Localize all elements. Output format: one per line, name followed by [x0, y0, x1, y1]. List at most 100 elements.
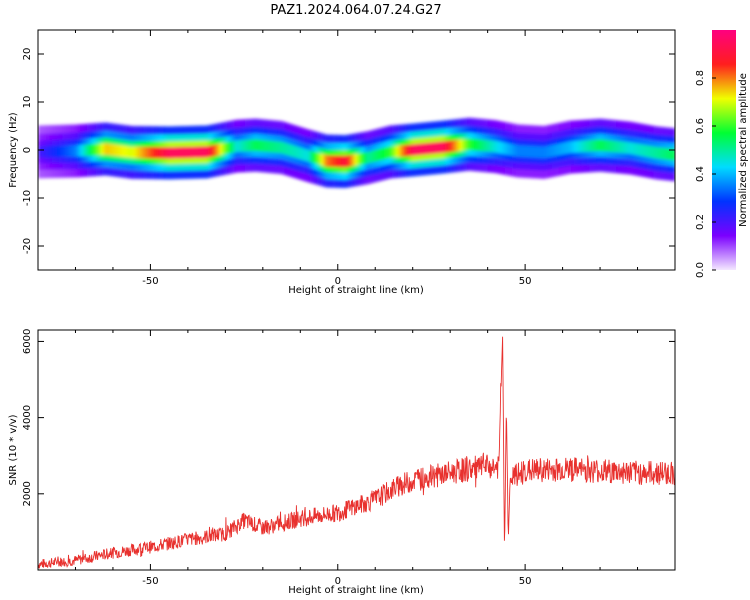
- spectrogram-cell: [422, 143, 425, 155]
- snr-x-axis-label: Height of straight line (km): [288, 585, 424, 596]
- spectrogram-cell: [465, 138, 468, 151]
- spectrogram-cell: [671, 148, 674, 161]
- spectrogram-cell: [549, 145, 552, 157]
- spectrogram-cell: [199, 146, 202, 158]
- spectrogram-cell: [566, 141, 569, 154]
- spectrogram-cell: [558, 143, 562, 155]
- spectrogram-cell: [174, 146, 178, 159]
- spectrogram-cell: [571, 141, 575, 153]
- spectrogram-cell: [124, 145, 127, 158]
- spectrogram-cell: [425, 142, 429, 155]
- spectrogram-cell: [144, 146, 148, 159]
- spectrogram-cell: [467, 138, 470, 151]
- y-tick-label: 6000: [22, 329, 33, 354]
- spectrogram-cell: [274, 141, 277, 153]
- spectrogram-cell: [594, 139, 597, 152]
- spectrogram-cell: [526, 145, 530, 158]
- spectrogram-cell: [358, 153, 361, 165]
- spectrogram-cell: [555, 144, 558, 156]
- spectrogram-x-axis-label: Height of straight line (km): [288, 285, 424, 296]
- spectrogram-cell: [508, 143, 511, 156]
- spectrogram-cell: [459, 139, 463, 151]
- spectrogram-cell: [242, 140, 245, 152]
- spectrogram-cell: [446, 140, 449, 153]
- spectrogram-cell: [476, 139, 479, 151]
- spectrogram-cell: [334, 155, 337, 168]
- spectrogram-cell: [412, 144, 416, 156]
- spectrogram-cell: [564, 142, 567, 154]
- spectrogram-cell: [62, 145, 65, 158]
- spectrogram-cell: [673, 148, 675, 161]
- spectrogram-cell: [120, 145, 123, 157]
- spectrogram-cell: [547, 145, 551, 158]
- spectrogram-cell: [189, 146, 193, 159]
- spectrogram-cell: [285, 143, 288, 155]
- spectrogram-cell: [442, 141, 446, 153]
- spectrogram-cell: [407, 144, 410, 157]
- spectrogram-cell: [86, 144, 90, 156]
- spectrogram-cell: [504, 142, 507, 155]
- spectrogram-cell: [553, 144, 556, 157]
- snr-frame: [37, 329, 676, 571]
- spectrogram-cell: [560, 143, 564, 155]
- spectrogram-cell: [470, 138, 474, 151]
- spectrogram-cell: [626, 142, 629, 154]
- spectrogram-cell: [58, 145, 62, 158]
- spectrogram-cell: [172, 147, 176, 159]
- spectrogram-frame: [37, 29, 676, 271]
- spectrogram-cell: [500, 142, 504, 154]
- spectrogram-cell: [230, 141, 234, 153]
- spectrogram-cell: [485, 140, 489, 152]
- spectrogram-cell: [618, 141, 622, 153]
- spectrogram-cell: [570, 141, 573, 153]
- spectrogram-cell: [161, 147, 165, 159]
- spectrogram-cell: [47, 145, 50, 158]
- spectrogram-cell: [43, 145, 47, 158]
- spectrogram-cell: [497, 141, 500, 153]
- spectrogram-cell: [247, 139, 251, 152]
- spectrogram-cell: [264, 140, 268, 152]
- spectrogram-cell: [289, 144, 292, 156]
- spectrogram-cell: [114, 144, 118, 157]
- spectrogram-cell: [453, 140, 457, 152]
- spectrogram-cell: [363, 152, 367, 164]
- spectrogram-cell: [347, 155, 350, 167]
- spectrogram-cell: [482, 139, 485, 152]
- spectrogram-cell: [588, 140, 592, 152]
- spectrogram-cell: [302, 148, 305, 161]
- spectrogram-cell: [461, 139, 464, 151]
- spectrogram-cell: [275, 141, 279, 153]
- y-tick-label: -20: [22, 238, 33, 254]
- spectrogram-cell: [290, 145, 294, 157]
- spectrogram-cell: [249, 139, 253, 152]
- spectrogram-cell: [380, 148, 384, 160]
- spectrogram-cell: [648, 145, 652, 158]
- spectrogram-cell: [270, 140, 273, 153]
- spectrogram-cell: [309, 150, 313, 163]
- spectrogram-cell: [395, 145, 399, 158]
- spectrogram-cell: [266, 140, 270, 153]
- spectrogram-cell: [429, 142, 433, 155]
- spectrogram-cell: [238, 140, 241, 152]
- spectrogram-cell: [94, 143, 97, 156]
- spectrogram-cell: [343, 155, 346, 168]
- spectrogram-heat: [38, 30, 675, 270]
- spectrogram-cell: [592, 139, 596, 152]
- colorbar-tick-label: 0.0: [695, 262, 706, 278]
- spectrogram-cell: [277, 141, 281, 154]
- spectrogram-cell: [109, 143, 112, 156]
- spectrogram-cell: [579, 140, 582, 153]
- spectrogram-cell: [38, 146, 41, 158]
- spectrogram-cell: [620, 141, 624, 154]
- spectrogram-cell: [326, 155, 329, 167]
- spectrogram-cell: [54, 145, 58, 158]
- spectrogram-cell: [234, 140, 238, 153]
- spectrogram-cell: [186, 146, 189, 159]
- spectrogram-cell: [92, 144, 95, 156]
- spectrogram-cell: [101, 143, 105, 155]
- spectrogram-cell: [616, 141, 620, 153]
- spectrogram-cell: [337, 155, 341, 168]
- spectrogram-cell: [165, 147, 168, 159]
- spectrogram-cell: [156, 146, 159, 159]
- spectrogram-cell: [498, 141, 502, 154]
